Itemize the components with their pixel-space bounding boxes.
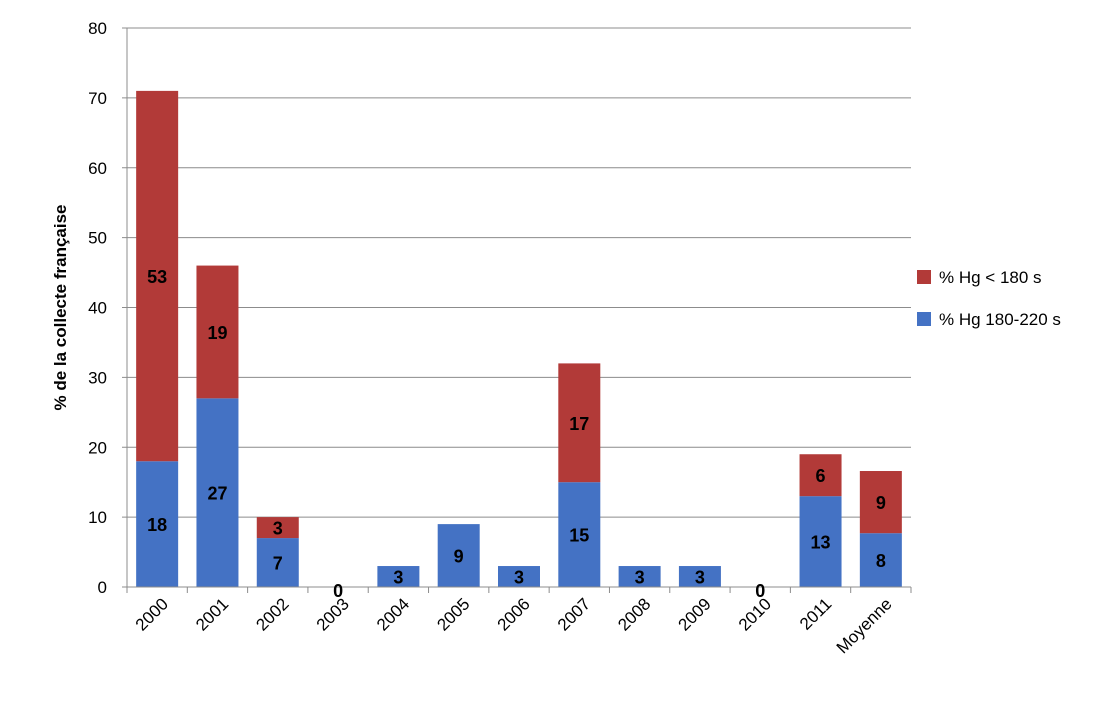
bar-segment (678, 566, 721, 587)
data-label: 0 (333, 581, 343, 601)
bar-segment (799, 496, 842, 587)
y-tick-label: 50 (88, 229, 107, 248)
x-tick-label: 2008 (614, 594, 654, 634)
y-tick-label: 70 (88, 89, 107, 108)
y-tick-label: 80 (88, 19, 107, 38)
data-label: 27 (207, 484, 227, 504)
bar-segment (136, 461, 179, 587)
legend: % Hg < 180 s % Hg 180-220 s (917, 268, 1061, 329)
data-label: 9 (876, 493, 886, 513)
y-tick-label: 20 (88, 438, 107, 457)
data-label: 3 (695, 568, 705, 588)
data-label: 17 (569, 414, 589, 434)
data-label: 13 (811, 533, 831, 553)
y-tick-label: 40 (88, 299, 107, 318)
data-label: 19 (207, 323, 227, 343)
data-label: 6 (816, 466, 826, 486)
x-tick-label: 2000 (132, 594, 172, 634)
data-label: 15 (569, 526, 589, 546)
bar-segment (558, 482, 601, 587)
bar-segment (136, 90, 179, 462)
bar-segment (196, 265, 239, 399)
bar-segment (498, 566, 540, 587)
bar-segment (256, 538, 299, 587)
bar-segment (437, 524, 480, 587)
data-label: 0 (755, 581, 765, 601)
bar-segment (256, 517, 299, 539)
y-tick-label: 10 (88, 508, 107, 527)
data-label: 53 (147, 267, 167, 287)
x-tick-label: 2009 (675, 594, 715, 634)
data-label: 3 (393, 568, 403, 588)
x-tick-label: 2002 (252, 594, 292, 634)
data-label: 18 (147, 515, 167, 535)
data-label: 7 (273, 554, 283, 574)
x-tick-label: 2005 (433, 594, 473, 634)
bar-segment (859, 533, 902, 587)
legend-label: % Hg 180-220 s (939, 310, 1061, 329)
data-labels: 18 53 27 19 7 3 0 3 9 3 15 17 3 3 0 13 6 8 9 (147, 267, 886, 601)
legend-label: % Hg < 180 s (939, 268, 1042, 287)
gridlines (127, 27, 911, 518)
bars (136, 90, 902, 587)
x-tick-label: 2001 (192, 594, 232, 634)
x-tick-label: 2011 (796, 594, 835, 633)
x-tick-label: 2006 (494, 594, 534, 634)
data-label: 3 (635, 568, 645, 588)
y-tick-label: 0 (98, 578, 107, 597)
bar-segment (618, 566, 661, 587)
legend-swatch (917, 270, 931, 284)
x-tick-label: 2004 (373, 594, 413, 634)
bar-segment (799, 454, 842, 497)
legend-swatch (917, 312, 931, 326)
bar-segment (196, 398, 239, 587)
data-label: 3 (273, 519, 283, 539)
bar-segment (558, 363, 601, 483)
data-label: 8 (876, 551, 886, 571)
bar-segment (377, 566, 420, 587)
y-tick-label: 30 (88, 368, 107, 387)
x-tick-label: 2007 (554, 594, 594, 634)
data-label: 3 (514, 568, 524, 588)
y-axis-label: % de la collecte française (51, 205, 70, 411)
data-label: 9 (454, 547, 464, 567)
bar-segment (859, 471, 902, 534)
y-tick-label: 60 (88, 159, 107, 178)
x-tick-label: Moyenne (833, 594, 896, 657)
